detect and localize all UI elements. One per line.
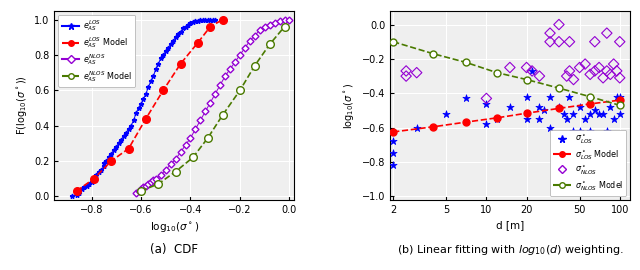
Point [539, 108, 549, 113]
Point [522, 117, 532, 121]
Point [598, 112, 608, 116]
Legend: $\sigma^\circ_{LOS}$, $\sigma^\circ_{LOS}$ Model, $\sigma^\circ_{NLOS}$, $\sigma: $\sigma^\circ_{LOS}$, $\sigma^\circ_{LOS… [550, 130, 627, 196]
Point [401, 69, 412, 73]
Point [534, 117, 545, 121]
Point [492, 117, 502, 121]
Point [559, 112, 569, 116]
Point [585, 129, 595, 133]
Point [561, 74, 572, 78]
Point [481, 96, 492, 101]
Text: (a)  CDF: (a) CDF [150, 243, 198, 256]
Point [388, 163, 398, 168]
Point [614, 94, 625, 99]
Point [568, 77, 579, 82]
Point [605, 105, 616, 109]
Point [527, 69, 537, 73]
Y-axis label: F(log$_{10}$($\sigma^\circ$)): F(log$_{10}$($\sigma^\circ$)) [15, 75, 29, 135]
Point [545, 40, 555, 44]
Point [545, 94, 555, 99]
Point [568, 129, 579, 133]
Point [585, 72, 595, 76]
Point [505, 105, 515, 109]
Point [575, 65, 585, 70]
Legend: $e^{LOS}_{AS}$, $e^{LOS}_{AS}$ Model, $e^{NLOS}_{AS}$, $e^{NLOS}_{AS}$ Model: $e^{LOS}_{AS}$, $e^{LOS}_{AS}$ Model, $e… [58, 15, 135, 87]
Point [585, 112, 595, 116]
Point [609, 62, 619, 66]
Point [568, 112, 579, 116]
Point [527, 69, 537, 73]
Point [388, 139, 398, 144]
Point [545, 31, 555, 35]
Point [580, 62, 590, 66]
Point [614, 112, 625, 116]
Point [575, 105, 585, 109]
Point [554, 40, 564, 44]
Point [534, 74, 545, 78]
Point [589, 40, 600, 44]
Point [554, 22, 564, 27]
Point [594, 112, 604, 116]
Point [612, 94, 622, 99]
Point [614, 40, 625, 44]
Point [612, 69, 622, 73]
Point [589, 69, 600, 73]
Point [561, 117, 572, 121]
Point [580, 117, 590, 121]
Point [602, 69, 612, 73]
Point [602, 31, 612, 35]
Y-axis label: log$_{10}$($\sigma^\circ$): log$_{10}$($\sigma^\circ$) [342, 82, 356, 129]
Point [481, 102, 492, 106]
Point [602, 129, 612, 133]
Point [412, 126, 422, 130]
Point [598, 76, 608, 80]
Point [481, 122, 492, 126]
Point [575, 129, 585, 133]
Point [522, 65, 532, 70]
Point [534, 105, 545, 109]
Point [594, 65, 604, 70]
Point [401, 74, 412, 78]
Point [505, 65, 515, 70]
Point [388, 151, 398, 156]
Point [564, 94, 575, 99]
Point [554, 105, 564, 109]
X-axis label: d [m]: d [m] [496, 220, 525, 230]
Point [461, 96, 471, 101]
Text: (b) Linear fitting with $log_{10}(d)$ weighting.: (b) Linear fitting with $log_{10}(d)$ we… [397, 243, 623, 257]
Point [545, 126, 555, 130]
Point [605, 72, 616, 76]
Point [441, 112, 451, 116]
Point [564, 40, 575, 44]
Point [609, 117, 619, 121]
X-axis label: log$_{10}$($\sigma^\circ$): log$_{10}$($\sigma^\circ$) [150, 220, 199, 234]
Point [412, 70, 422, 75]
Point [614, 76, 625, 80]
Point [522, 94, 532, 99]
Point [564, 69, 575, 73]
Point [589, 108, 600, 113]
